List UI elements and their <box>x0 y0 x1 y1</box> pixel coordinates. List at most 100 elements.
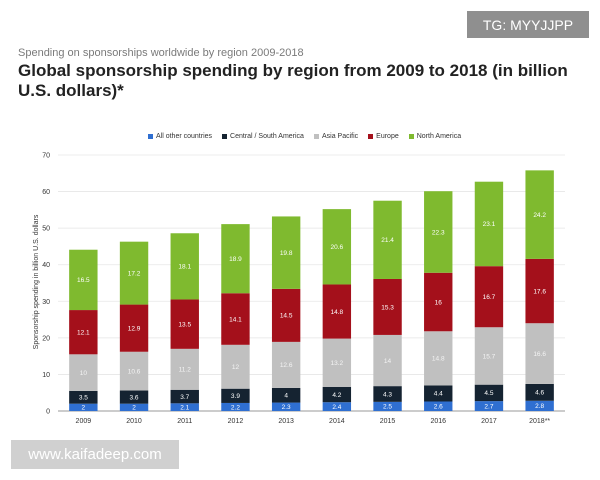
y-tick-label: 40 <box>42 262 50 269</box>
data-label: 14 <box>384 358 392 365</box>
x-tick-label: 2009 <box>76 418 92 425</box>
legend-swatch <box>313 134 319 139</box>
bar-segment[interactable] <box>373 200 402 279</box>
bar-segment[interactable] <box>322 209 352 285</box>
bar-segment[interactable] <box>119 241 149 305</box>
bar-segment[interactable] <box>271 288 301 342</box>
data-label: 16.5 <box>77 277 90 284</box>
legend-swatch <box>368 134 374 139</box>
bar-segment[interactable] <box>119 304 149 352</box>
data-label: 18.9 <box>229 256 242 263</box>
bar-segment[interactable] <box>119 403 149 411</box>
data-label: 12.1 <box>77 329 90 336</box>
bar-segment[interactable] <box>69 354 98 391</box>
data-label: 2.6 <box>434 404 443 411</box>
data-label: 14.8 <box>331 309 344 316</box>
bars-layer: 2 3.5 10 12.1 16.5 2 3.6 10.6 12.9 17.2 2.1 3.7 11.2… <box>69 170 554 412</box>
bar-segment[interactable] <box>424 191 453 273</box>
bar-segment[interactable] <box>221 388 250 403</box>
bar-segment[interactable] <box>322 386 352 403</box>
bar-segment[interactable] <box>525 258 554 324</box>
bar-segment[interactable] <box>221 293 250 345</box>
x-tick-label: 2016 <box>430 418 446 425</box>
bar-segment[interactable] <box>424 272 453 332</box>
x-tick-label: 2017 <box>481 418 497 425</box>
data-label: 16 <box>435 299 443 306</box>
bar-segment[interactable] <box>69 249 98 311</box>
data-label: 2 <box>132 405 136 412</box>
bar-segment[interactable] <box>525 170 554 259</box>
bar-segment[interactable] <box>474 384 504 402</box>
data-label: 4.6 <box>535 390 544 397</box>
legend-swatch <box>408 134 414 139</box>
x-tick-label: 2018** <box>529 418 550 425</box>
bar-segment[interactable] <box>69 310 98 355</box>
bar-segment[interactable] <box>525 400 554 411</box>
legend-item[interactable]: Europe <box>368 133 399 140</box>
bar-segment[interactable] <box>271 402 301 411</box>
bar-segment[interactable] <box>170 299 199 349</box>
bar-segment[interactable] <box>119 351 149 391</box>
y-axis-label: Sponsorship spending in billion U.S. dol… <box>33 214 40 349</box>
data-label: 3.6 <box>130 394 139 401</box>
legend-item[interactable]: Asia Pacific <box>313 133 359 140</box>
bar-segment[interactable] <box>373 278 402 335</box>
data-label: 4.5 <box>484 390 493 397</box>
data-label: 14.5 <box>280 313 293 320</box>
y-tick-label: 30 <box>42 299 50 306</box>
x-tick-label: 2014 <box>329 418 345 425</box>
legend-item[interactable]: All other countries <box>148 133 212 140</box>
bar-segment[interactable] <box>170 389 199 404</box>
data-label: 2.7 <box>484 403 493 410</box>
data-label: 15.7 <box>483 353 496 360</box>
bar-segment[interactable] <box>170 403 199 411</box>
bar-segment[interactable] <box>424 385 453 402</box>
data-label: 19.8 <box>280 250 293 257</box>
x-tick-label: 2015 <box>380 418 396 425</box>
watermark-site: www.kaifadeep.com <box>11 440 179 469</box>
data-label: 12.9 <box>128 325 141 332</box>
bar-segment[interactable] <box>373 334 402 387</box>
data-label: 17.2 <box>128 270 141 277</box>
bar-segment[interactable] <box>525 383 554 401</box>
legend-item[interactable]: Central / South America <box>222 133 304 140</box>
bar-segment[interactable] <box>271 387 301 403</box>
bar-segment[interactable] <box>271 216 301 289</box>
legend-item[interactable]: North America <box>408 133 461 140</box>
y-tick-label: 10 <box>42 372 50 379</box>
bar-segment[interactable] <box>525 323 554 384</box>
bar-segment[interactable] <box>322 284 352 339</box>
bar-segment[interactable] <box>474 327 504 385</box>
bar-segment[interactable] <box>322 402 352 411</box>
legend-label: All other countries <box>156 133 213 140</box>
x-tick-label: 2010 <box>126 418 142 425</box>
bar-segment[interactable] <box>221 344 250 389</box>
data-label: 2.4 <box>332 404 341 411</box>
bar-segment[interactable] <box>424 401 453 411</box>
data-label: 2 <box>82 405 86 412</box>
bar-segment[interactable] <box>221 402 250 411</box>
bar-segment[interactable] <box>322 338 352 387</box>
bar-segment[interactable] <box>170 233 199 300</box>
data-label: 22.3 <box>432 229 445 236</box>
bar-segment[interactable] <box>474 266 504 328</box>
bar-segment[interactable] <box>69 390 98 404</box>
bar-segment[interactable] <box>69 403 98 411</box>
legend-label: Central / South America <box>230 133 304 140</box>
legend-label: Asia Pacific <box>321 133 359 140</box>
bar-segment[interactable] <box>373 386 402 402</box>
data-label: 16.7 <box>483 294 496 301</box>
bar-segment[interactable] <box>474 181 504 267</box>
bar-segment[interactable] <box>373 401 402 411</box>
bar-segment[interactable] <box>119 390 149 404</box>
bar-segment[interactable] <box>424 331 453 386</box>
bar-segment[interactable] <box>221 224 250 294</box>
bar-segment[interactable] <box>474 401 504 411</box>
bar-segment[interactable] <box>271 341 301 388</box>
data-label: 4.3 <box>383 391 392 398</box>
bar-segment[interactable] <box>170 348 199 390</box>
x-tick-label: 2011 <box>177 418 192 425</box>
x-axis: 2009 2010 2011 2012 2013 2014 2015 2016 2017 2018… <box>76 418 551 425</box>
data-label: 4.2 <box>332 392 341 399</box>
